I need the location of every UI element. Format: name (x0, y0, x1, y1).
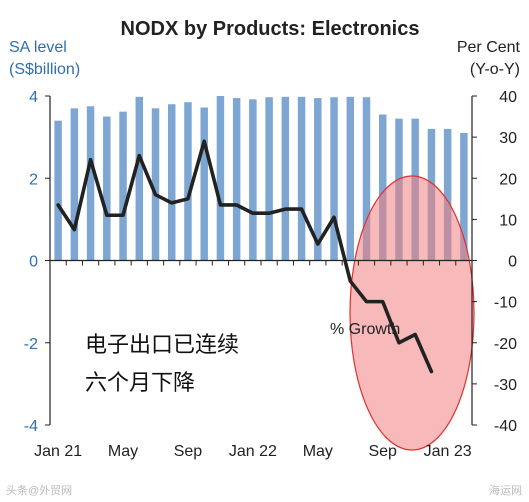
left-tick-label: -2 (24, 336, 38, 353)
x-tick-label: Sep (368, 443, 397, 460)
right-tick-label: 10 (499, 212, 517, 229)
watermark-right: 海运网 (489, 483, 522, 497)
decline-highlight-ellipse (349, 175, 475, 451)
x-tick-label: Sep (174, 443, 203, 460)
watermark-left: 头条@外贸网 (6, 483, 72, 497)
right-tick-label: 30 (499, 130, 517, 147)
overlay-text-line2: 六个月下降 (85, 371, 195, 396)
bar (184, 102, 192, 261)
bar (216, 96, 225, 261)
right-tick-label: -20 (494, 336, 517, 353)
x-tick-label: Jan 22 (229, 443, 277, 460)
bar (314, 98, 322, 261)
right-axis-title-line2: (Y-o-Y) (470, 61, 520, 78)
right-tick-label: 0 (508, 254, 517, 271)
right-tick-label: 40 (499, 89, 517, 106)
bar (200, 107, 208, 261)
bar (103, 116, 111, 261)
chart-title: NODX by Products: Electronics (121, 18, 420, 40)
left-tick-label: -4 (24, 418, 38, 435)
right-tick-label: -40 (494, 418, 517, 435)
left-tick-label: 4 (29, 89, 38, 106)
left-axis-title-line1: SA level (9, 39, 67, 56)
bar (362, 97, 371, 261)
growth-line (56, 139, 434, 374)
bar (151, 108, 160, 261)
x-tick-label: May (303, 443, 333, 460)
right-axis-title-line1: Per Cent (457, 39, 521, 56)
line-layer (56, 139, 434, 374)
bar (70, 108, 79, 261)
bar (168, 104, 176, 261)
left-axis-title-line2: (S$billion) (9, 61, 80, 78)
bar (86, 106, 95, 261)
bar (297, 96, 306, 261)
bar (281, 96, 290, 261)
x-tick-label: Jan 21 (34, 443, 82, 460)
bar (265, 97, 273, 261)
bar (330, 97, 338, 261)
x-tick-label: May (108, 443, 138, 460)
right-tick-label: 20 (499, 171, 517, 188)
bar (379, 114, 387, 261)
right-tick-label: -10 (494, 295, 517, 312)
bar (460, 133, 468, 261)
overlay-text-line1: 电子出口已连续 (85, 333, 239, 358)
bar (119, 111, 127, 261)
bar (135, 96, 144, 261)
x-tick-label: Jan 23 (424, 443, 472, 460)
bar (232, 98, 241, 261)
bar (346, 96, 355, 261)
right-tick-label: -30 (494, 377, 517, 394)
growth-annotation: % Growth (330, 321, 400, 338)
bar (54, 120, 62, 261)
left-tick-label: 0 (29, 254, 38, 271)
bar (249, 99, 257, 261)
left-tick-label: 2 (29, 171, 38, 188)
bar (443, 128, 452, 261)
